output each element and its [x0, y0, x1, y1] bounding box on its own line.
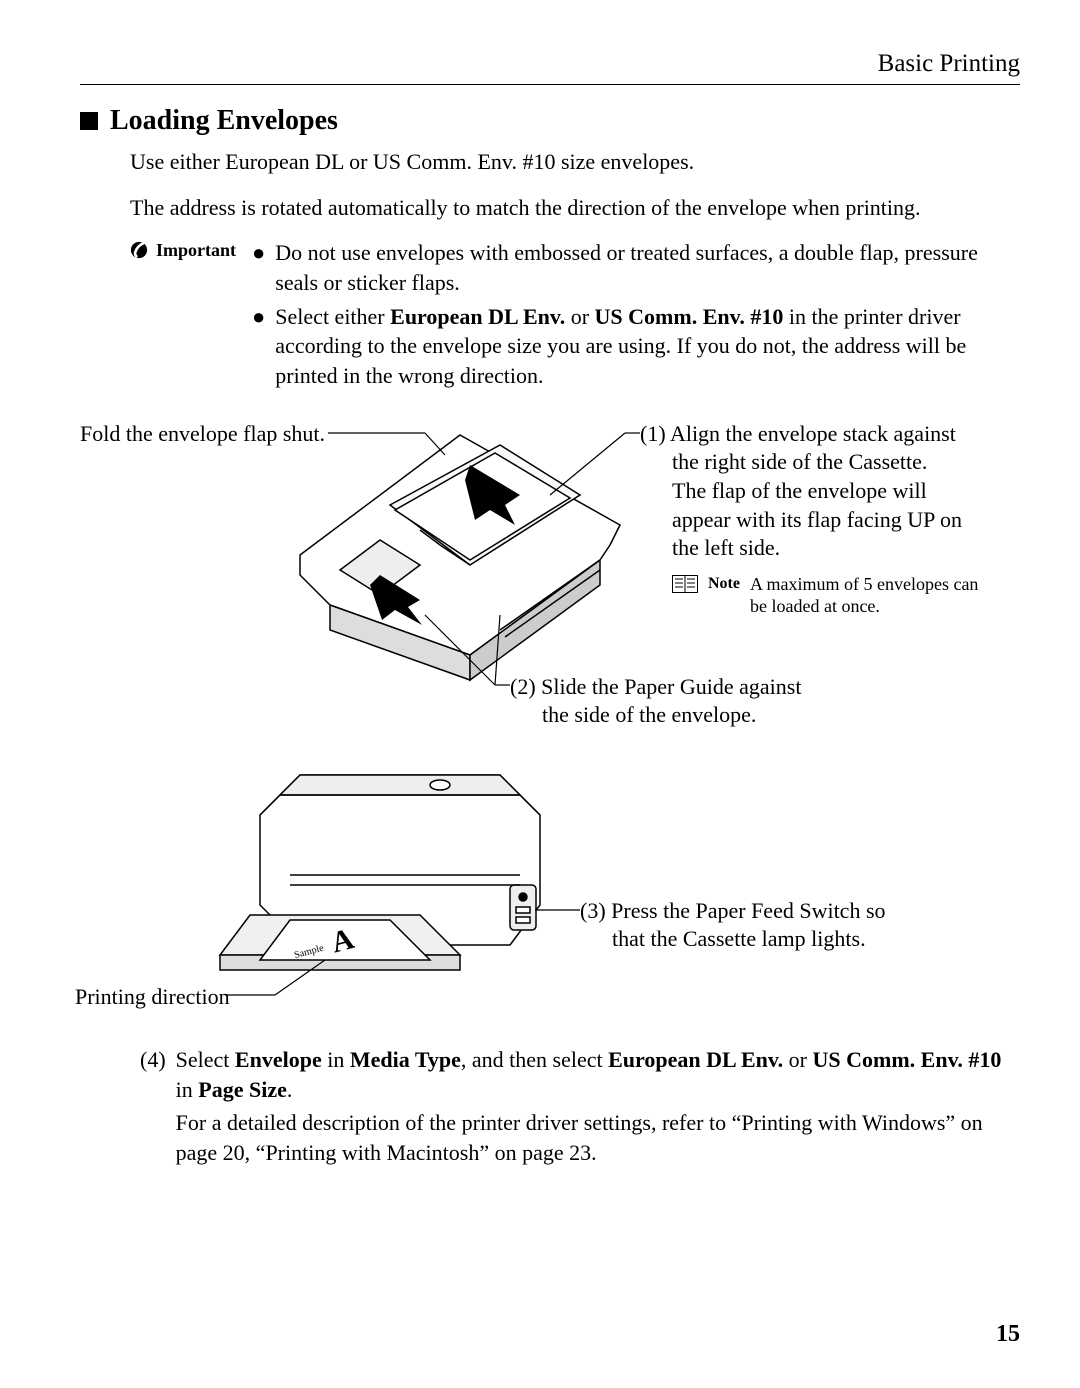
intro-paragraph-1: Use either European DL or US Comm. Env. … [130, 147, 1020, 177]
intro-paragraph-2: The address is rotated automatically to … [130, 193, 1020, 223]
step-4-block: (4) Select Envelope in Media Type, and t… [140, 1045, 1020, 1168]
note-text: A maximum of 5 envelopes can be loaded a… [750, 573, 980, 618]
diagram-area: Fold the envelope flap shut. (1) Align t… [80, 415, 1020, 1035]
leader-lines-bottom [80, 745, 1020, 1005]
callout-fold-flap: Fold the envelope flap shut. [80, 420, 335, 449]
page-number: 15 [996, 1321, 1020, 1348]
important-item: ● Select either European DL Env. or US C… [252, 302, 1020, 391]
note-icon [672, 575, 698, 593]
important-label: Important [156, 240, 236, 394]
step-4-number: (4) [140, 1045, 166, 1168]
important-block: Important ● Do not use envelopes with em… [130, 238, 1020, 394]
step-4-content: Select Envelope in Media Type, and then … [176, 1045, 1020, 1168]
important-list: ● Do not use envelopes with embossed or … [252, 238, 1020, 394]
important-item: ● Do not use envelopes with embossed or … [252, 238, 1020, 297]
header-title: Basic Printing [878, 50, 1020, 77]
important-icon [130, 241, 148, 259]
section-title: Loading Envelopes [110, 105, 338, 137]
section-heading: Loading Envelopes [80, 105, 1020, 137]
disc-bullet-icon: ● [252, 302, 265, 391]
important-text-2: Select either European DL Env. or US Com… [275, 302, 1020, 391]
note-label: Note [708, 574, 740, 618]
note-row: Note A maximum of 5 envelopes can be loa… [640, 573, 980, 618]
step1-line-a: (1) Align the envelope stack against the… [640, 420, 980, 477]
callout-step-1: (1) Align the envelope stack against the… [640, 420, 980, 618]
callout-step-3: (3) Press the Paper Feed Switch so that … [580, 897, 920, 954]
callout-step-2: (2) Slide the Paper Guide against the si… [510, 673, 830, 730]
page-header: Basic Printing [80, 50, 1020, 85]
step-4-row: (4) Select Envelope in Media Type, and t… [140, 1045, 1020, 1168]
step-4-line-1: Select Envelope in Media Type, and then … [176, 1045, 1020, 1104]
step1-line-b: The flap of the envelope will appear wit… [640, 477, 980, 563]
important-text-1: Do not use envelopes with embossed or tr… [275, 238, 1020, 297]
callout-printing-direction: Printing direction [75, 983, 245, 1012]
disc-bullet-icon: ● [252, 238, 265, 297]
square-bullet-icon [80, 112, 98, 130]
step-4-line-2: For a detailed description of the printe… [176, 1108, 1020, 1167]
